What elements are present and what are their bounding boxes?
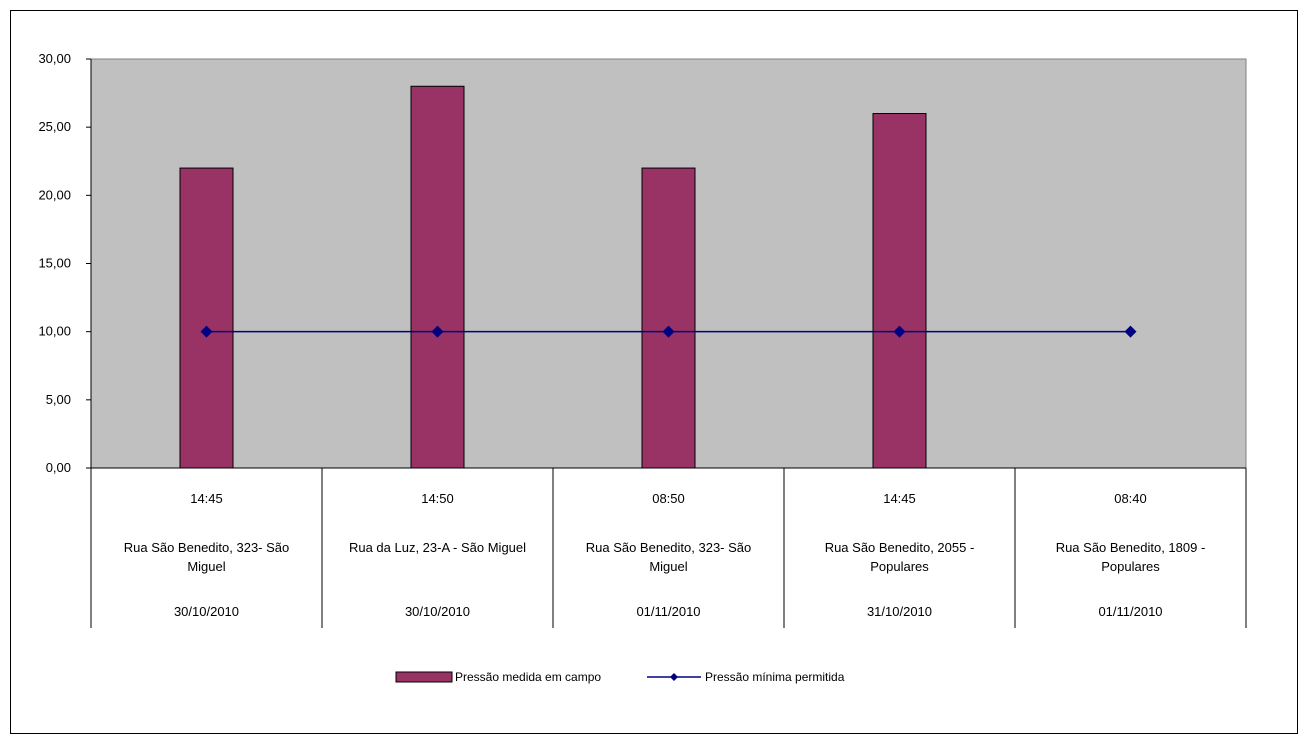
bar[interactable] — [641, 167, 696, 469]
category-date-label: 30/10/2010 — [405, 604, 470, 619]
category-date-label: 01/11/2010 — [1098, 604, 1162, 619]
bar[interactable] — [872, 113, 927, 469]
category-date-label: 01/11/2010 — [636, 604, 700, 619]
category-address-label: Rua São Benedito, 323- São — [124, 540, 290, 555]
category-time-label: 14:50 — [421, 491, 454, 506]
category-date-label: 31/10/2010 — [867, 604, 932, 619]
category-time-label: 08:40 — [1114, 491, 1147, 506]
y-tick-label: 15,00 — [38, 256, 71, 271]
legend-line-label: Pressão mínima permitida — [705, 670, 845, 684]
category-time-label: 08:50 — [652, 491, 685, 506]
bar[interactable] — [179, 167, 234, 469]
category-address-label: Rua São Benedito, 2055 - — [825, 540, 975, 555]
category-address-label: Miguel — [649, 559, 687, 574]
line-point-marker[interactable] — [1124, 325, 1137, 338]
y-tick-label: 10,00 — [38, 324, 71, 339]
line-point-marker[interactable] — [200, 325, 213, 338]
category-address-label: Rua da Luz, 23-A - São Miguel — [349, 540, 526, 555]
line-point-marker[interactable] — [893, 325, 906, 338]
category-address-label: Rua São Benedito, 323- São — [586, 540, 752, 555]
y-tick-label: 25,00 — [38, 119, 71, 134]
legend-line-marker — [670, 673, 678, 681]
y-tick-label: 20,00 — [38, 187, 71, 202]
category-time-label: 14:45 — [883, 491, 916, 506]
y-tick-label: 5,00 — [46, 392, 71, 407]
line-point-marker[interactable] — [431, 325, 444, 338]
category-address-label: Miguel — [187, 559, 225, 574]
category-date-label: 30/10/2010 — [174, 604, 239, 619]
category-address-label: Populares — [870, 559, 929, 574]
category-address-label: Rua São Benedito, 1809 - — [1056, 540, 1206, 555]
category-address-label: Populares — [1101, 559, 1160, 574]
legend-bar-swatch — [395, 671, 453, 683]
category-time-label: 14:45 — [190, 491, 223, 506]
legend-bar-label: Pressão medida em campo — [455, 670, 601, 684]
bar[interactable] — [410, 85, 465, 469]
y-tick-label: 30,00 — [38, 51, 71, 66]
line-point-marker[interactable] — [662, 325, 675, 338]
y-tick-label: 0,00 — [46, 460, 71, 475]
